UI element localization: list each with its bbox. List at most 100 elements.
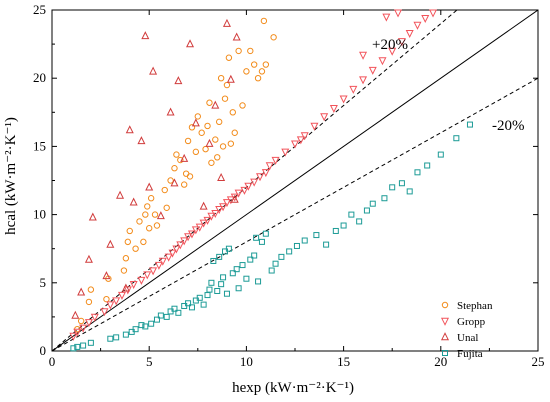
data-point: [381, 195, 388, 202]
data-point: [163, 313, 170, 320]
data-point: [149, 66, 158, 75]
data-point: [167, 177, 174, 184]
data-point: [332, 227, 339, 234]
data-point: [239, 102, 246, 109]
x-axis-title: hexp (kW·m⁻²·K⁻¹): [232, 380, 354, 396]
data-point: [310, 122, 319, 131]
data-point: [320, 113, 329, 122]
data-point: [137, 276, 146, 285]
data-point: [163, 204, 170, 211]
data-point: [210, 257, 217, 264]
data-point: [125, 125, 134, 134]
x-tick-label: 25: [532, 354, 545, 369]
legend-label: Fujita: [457, 348, 483, 360]
data-point: [74, 343, 81, 350]
data-point: [204, 122, 211, 130]
legend-label: Stephan: [457, 300, 493, 312]
data-point: [255, 173, 265, 182]
data-point: [244, 182, 253, 191]
data-point: [356, 218, 363, 225]
data-point: [296, 136, 305, 145]
data-point: [466, 121, 473, 128]
lower-band-label: -20%: [492, 118, 525, 134]
data-point: [219, 203, 228, 212]
data-point: [156, 211, 165, 220]
data-point: [413, 21, 422, 30]
data-point: [231, 129, 238, 136]
data-point: [270, 34, 277, 41]
data-point: [151, 211, 159, 218]
data-point: [216, 253, 223, 260]
data-point: [173, 151, 180, 158]
data-point: [221, 95, 229, 102]
data-point: [123, 286, 132, 295]
y-tick-label: 25: [33, 2, 46, 17]
data-point: [194, 113, 202, 120]
data-point: [177, 156, 184, 164]
data-point: [129, 197, 138, 206]
data-point: [87, 339, 94, 346]
data-point: [198, 129, 205, 136]
data-point: [253, 234, 260, 241]
data-point: [161, 186, 168, 194]
data-point: [254, 75, 262, 82]
data-point: [121, 283, 130, 292]
data-point: [250, 61, 258, 68]
data-point: [69, 332, 78, 341]
data-point: [233, 266, 240, 273]
data-point: [232, 32, 241, 41]
data-point: [157, 312, 164, 319]
data-point: [247, 256, 254, 263]
data-point: [88, 212, 97, 221]
data-point: [251, 252, 258, 259]
data-point: [262, 61, 270, 68]
data-point: [255, 278, 262, 285]
reference-line-plus20: [52, 10, 458, 351]
data-point: [87, 286, 95, 293]
data-point: [211, 210, 220, 219]
data-point: [369, 200, 376, 207]
data-point: [260, 17, 268, 25]
data-point: [243, 68, 250, 75]
data-point: [140, 238, 147, 246]
data-point: [230, 194, 239, 203]
data-point: [142, 211, 149, 218]
data-point: [207, 212, 216, 221]
data-point: [112, 297, 121, 306]
data-point: [70, 345, 77, 352]
data-point: [153, 316, 160, 323]
data-point: [240, 186, 249, 195]
data-point: [250, 178, 259, 187]
data-point: [138, 322, 145, 329]
data-point: [323, 241, 330, 248]
data-point: [226, 74, 235, 83]
data-point: [206, 286, 213, 293]
x-tick-label: 10: [240, 354, 253, 369]
data-point: [136, 218, 143, 225]
data-point: [225, 54, 233, 61]
data-point: [262, 230, 269, 237]
data-point: [182, 170, 190, 177]
data-point: [187, 230, 196, 239]
data-point: [265, 162, 274, 171]
data-point: [199, 219, 208, 228]
y-tick-label: 20: [33, 70, 46, 85]
data-point: [215, 205, 224, 214]
data-point: [164, 253, 173, 262]
y-tick-label: 5: [40, 275, 47, 290]
data-point: [180, 181, 188, 188]
data-point: [339, 95, 348, 104]
data-point: [227, 140, 235, 147]
data-point: [208, 159, 215, 166]
data-point: [398, 180, 405, 187]
data-point: [202, 145, 209, 153]
data-point: [175, 309, 182, 316]
data-point: [230, 193, 239, 202]
data-point: [223, 290, 230, 297]
legend-marker: [442, 350, 448, 356]
data-point: [79, 324, 88, 333]
data-point: [223, 81, 231, 89]
data-point: [145, 182, 154, 191]
legend-item-stephan: Stephan: [441, 300, 493, 312]
series-fujita: [70, 121, 473, 352]
